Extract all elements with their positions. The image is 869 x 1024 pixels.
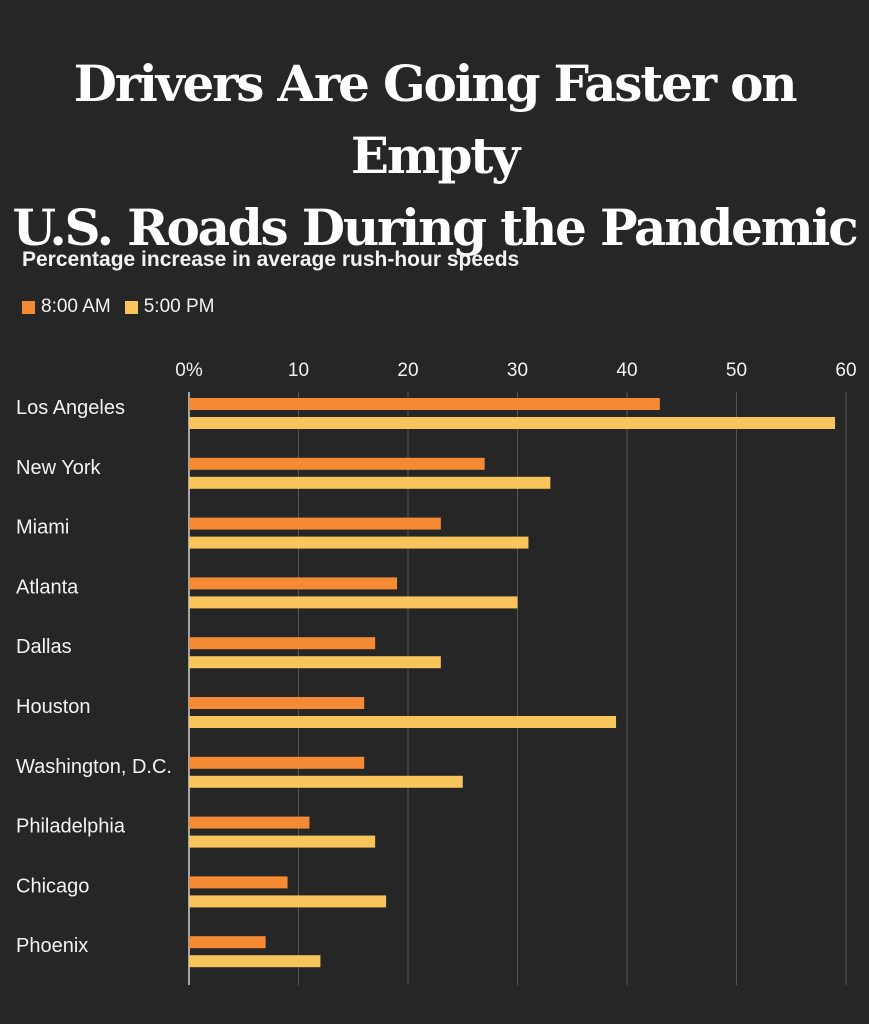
legend-label-pm: 5:00 PM [143,296,215,317]
bar-am [189,398,660,410]
x-tick-label: 60 [835,360,856,381]
bar-pm [189,835,376,848]
chart-title-line-1: Drivers Are Going Faster on Empty [73,54,798,185]
bar-am [189,517,441,530]
category-label: Dallas [16,636,72,658]
bar-pm [189,596,518,609]
bar-am [189,457,485,470]
bar-pm [189,716,617,728]
bar-pm [189,775,463,788]
legend: 8:00 AM 5:00 PM [22,296,228,318]
legend-item-am: 8:00 AM [22,296,111,318]
bar-pm [189,656,441,669]
bar-am [189,577,398,590]
bar-pm [189,417,836,429]
bar-am [189,637,376,650]
legend-label-am: 8:00 AM [41,296,111,317]
bar-am [189,816,310,829]
category-label: Phoenix [16,935,88,957]
x-tick-label: 30 [507,360,528,381]
bar-am [189,876,288,889]
chart-title: Drivers Are Going Faster on Empty U.S. R… [0,48,869,264]
bar-pm [189,476,551,489]
bar-pm [189,536,529,549]
legend-swatch-pm [124,300,138,314]
bar-am [189,756,365,769]
legend-swatch-am [22,300,35,314]
chart-subtitle: Percentage increase in average rush-hour… [22,248,520,271]
category-label: Washington, D.C. [16,756,172,778]
x-tick-label: 50 [726,360,747,381]
category-label: Atlanta [16,576,79,598]
x-tick-label: 40 [616,360,637,381]
bar-am [189,697,365,709]
x-tick-label: 20 [397,360,418,381]
category-label: Houston [16,696,91,718]
legend-item-pm: 5:00 PM [124,296,215,318]
bar-pm [189,895,387,908]
chart-title-line-2: U.S. Roads During the Pandemic [12,198,859,257]
category-label: Los Angeles [16,397,125,419]
category-label: New York [16,457,101,479]
category-label: Philadelphia [16,816,126,838]
x-tick-label: 10 [288,360,309,381]
bar-am [189,936,266,949]
bar-pm [189,955,321,968]
category-label: Chicago [16,875,89,897]
x-tick-label: 0% [175,360,203,381]
category-label: Miami [16,517,69,539]
